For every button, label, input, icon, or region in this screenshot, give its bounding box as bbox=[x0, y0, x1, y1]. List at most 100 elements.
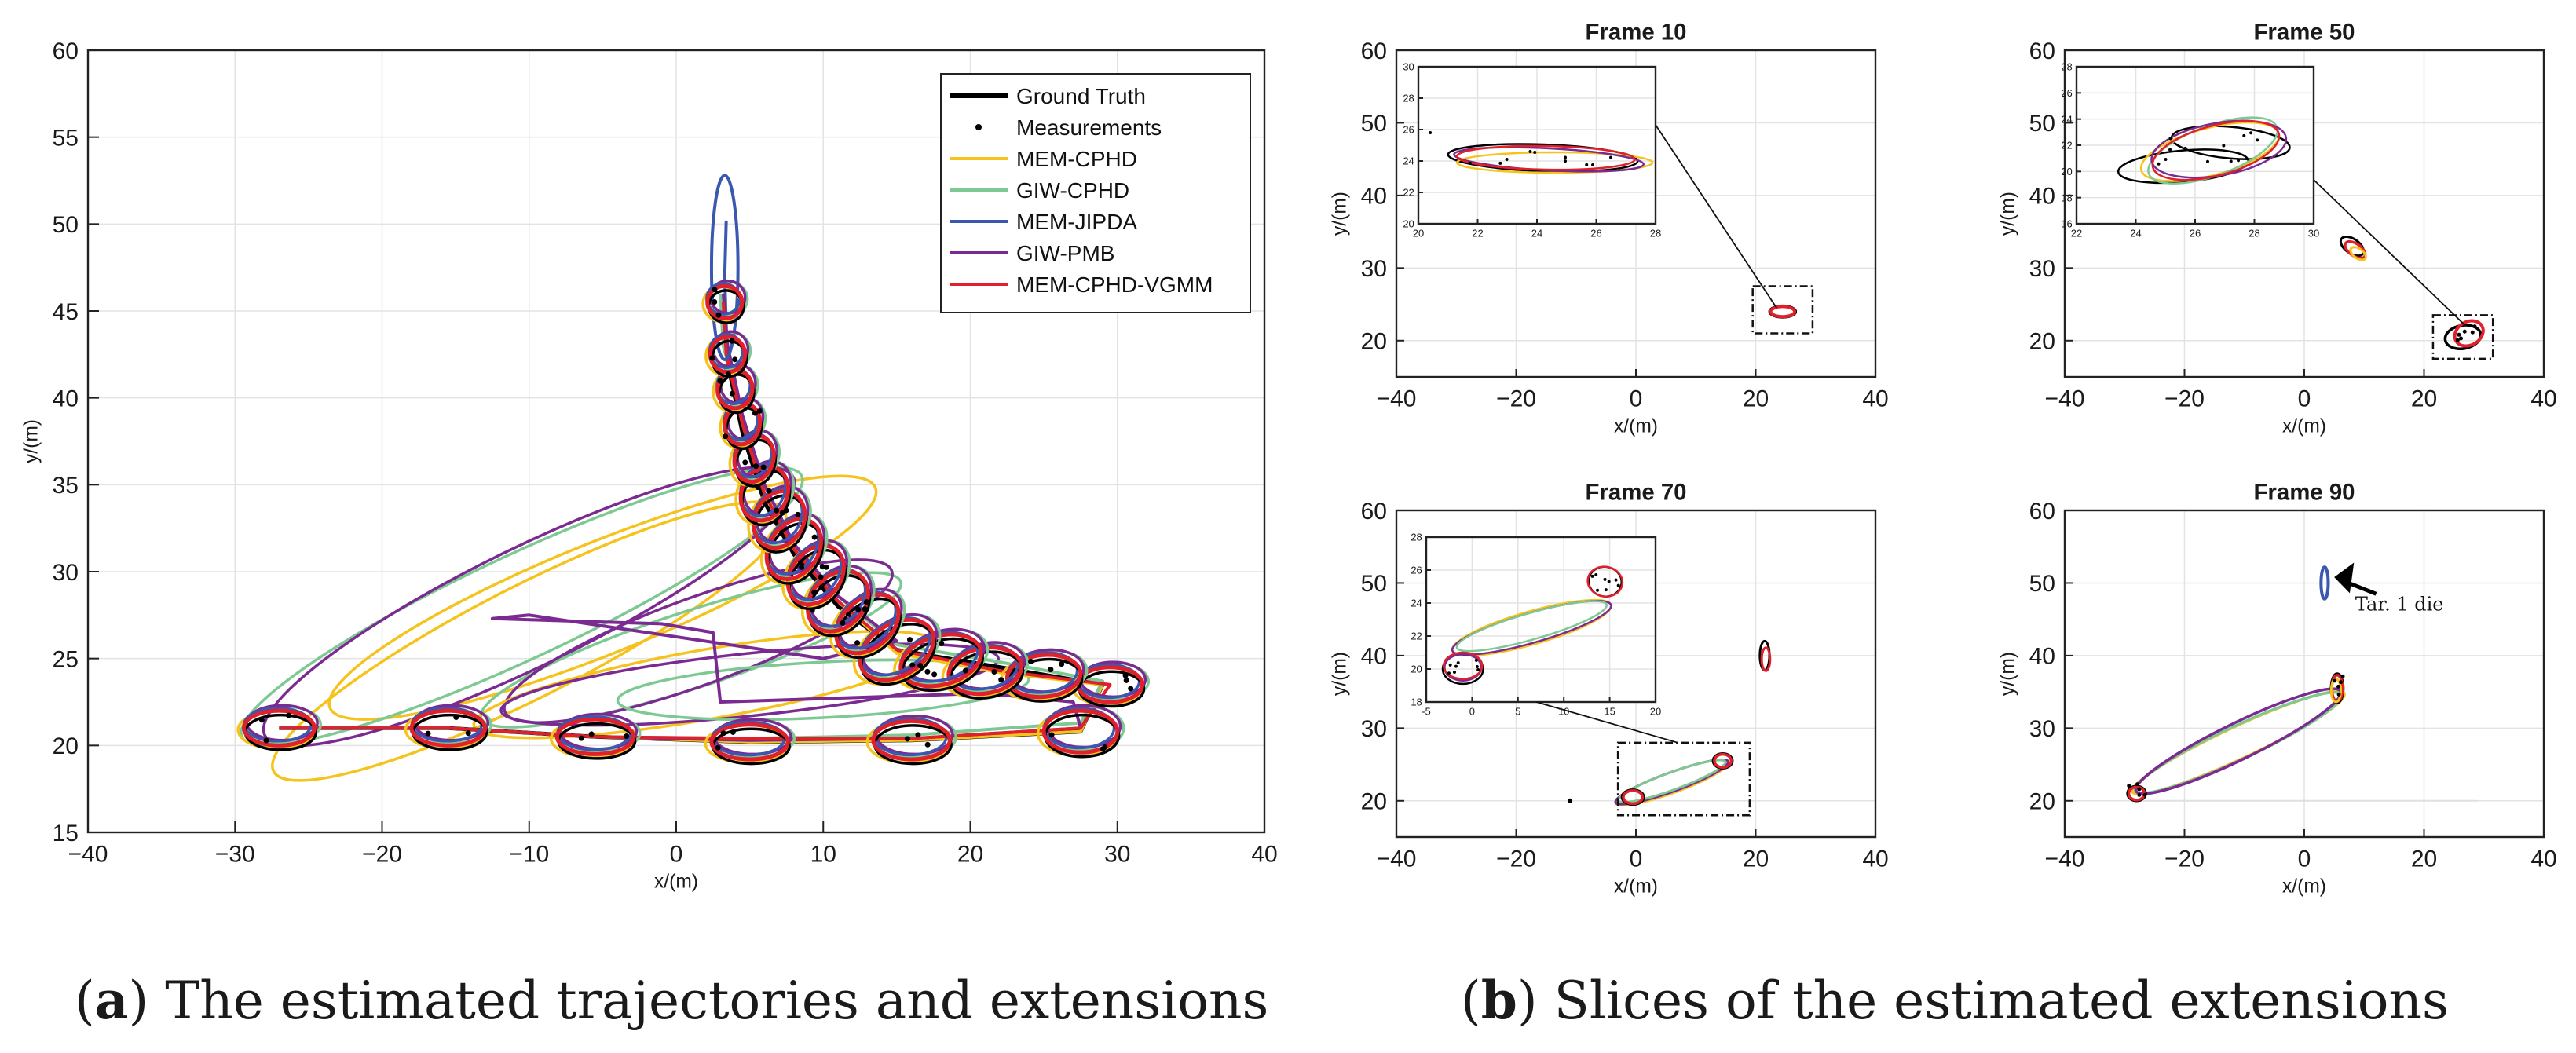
x-tick-label: 20 bbox=[1743, 386, 1769, 412]
mem-cphd-vgmm-extension bbox=[806, 569, 870, 634]
mem-cphd-vgmm-extension bbox=[705, 283, 745, 321]
y-tick-label: 60 bbox=[53, 38, 79, 64]
measurement-point bbox=[1448, 663, 1452, 667]
measurement-point bbox=[906, 637, 913, 643]
legend-entry-giw-cphd: GIW-CPHD bbox=[950, 178, 1129, 203]
x-tick-label: 22 bbox=[2071, 227, 2082, 239]
y-tick-label: 18 bbox=[1411, 697, 1422, 708]
x-tick-label: 0 bbox=[1630, 846, 1643, 872]
y-axis-label: y/(m) bbox=[1998, 192, 2019, 236]
y-tick-label: 40 bbox=[1361, 184, 1387, 210]
x-tick-label: 0 bbox=[2298, 386, 2311, 412]
x-tick-label: 40 bbox=[2530, 386, 2556, 412]
mem-cphd-vgmm-extension bbox=[1622, 789, 1645, 806]
mem-cphd-extension bbox=[2349, 246, 2367, 261]
mem-cphd-vgmm-extension bbox=[785, 543, 846, 607]
y-tick-label: 40 bbox=[53, 386, 79, 411]
measurement-point bbox=[1122, 672, 1129, 678]
measurement-point bbox=[1454, 664, 1458, 668]
y-tick-label: 28 bbox=[1403, 93, 1414, 104]
legend-label: GIW-CPHD bbox=[1016, 178, 1129, 203]
measurement-point bbox=[2229, 159, 2233, 163]
zoom-connector bbox=[1535, 701, 1678, 744]
frame-10-plot: −40 −20 0 20 40 20 30 40 50 60 x/(m) y/(m) Frame 10 2… bbox=[1330, 20, 1889, 437]
x-tick-label: −20 bbox=[1496, 386, 1536, 412]
x-tick-label: −20 bbox=[1496, 846, 1536, 872]
plot-title: Frame 90 bbox=[2253, 480, 2355, 506]
frame-90-plot: −40 −20 0 20 40 20 30 40 50 60 x/(m) y/(m) Frame 90 T… bbox=[1998, 480, 2557, 898]
measurement-point bbox=[1533, 151, 1537, 155]
measurement-point bbox=[588, 731, 595, 737]
mem-cphd-vgmm-extension bbox=[409, 708, 488, 748]
y-tick-label: 22 bbox=[2061, 140, 2072, 152]
x-tick-label: 20 bbox=[1650, 705, 1661, 717]
measurement-point bbox=[1607, 580, 1611, 583]
zoom-box bbox=[1616, 741, 1751, 817]
measurement-point bbox=[2333, 678, 2337, 683]
x-tick-label: −40 bbox=[2045, 846, 2085, 872]
measurement-point bbox=[715, 744, 721, 751]
zoom-box bbox=[1751, 285, 1814, 335]
y-tick-label: 50 bbox=[2029, 111, 2055, 137]
ground-truth-extension bbox=[767, 521, 825, 585]
mem-cphd-vgmm-extension bbox=[1586, 565, 1624, 598]
x-tick-label: 28 bbox=[1650, 227, 1661, 239]
measurement-point bbox=[2127, 784, 2131, 788]
measurement-point bbox=[862, 606, 868, 612]
x-tick-label: 40 bbox=[1862, 386, 1888, 412]
mem-cphd-vgmm-extension bbox=[241, 708, 317, 748]
x-tick-label: 40 bbox=[2530, 846, 2556, 872]
measurement-point bbox=[2222, 144, 2226, 148]
legend-label: GIW-PMB bbox=[1016, 241, 1114, 265]
measurement-point bbox=[2458, 336, 2463, 341]
mem-cphd-vgmm-extension bbox=[2151, 120, 2281, 181]
measurement-point bbox=[2249, 131, 2253, 135]
measurement-point bbox=[755, 484, 761, 491]
measurement-point bbox=[2457, 332, 2461, 337]
measurement-point bbox=[924, 668, 931, 675]
mem-cphd-vgmm-extension bbox=[871, 718, 952, 762]
axes-frame bbox=[2063, 49, 2545, 378]
measurement-point bbox=[1059, 661, 1065, 667]
annotation-label: Tar. 1 die bbox=[2355, 594, 2444, 616]
measurement-point bbox=[819, 564, 825, 570]
mem-jipda-extension bbox=[2319, 565, 2330, 601]
ground-truth-extension bbox=[741, 469, 792, 527]
y-tick-label: 60 bbox=[1361, 38, 1387, 64]
measurement-point bbox=[1447, 671, 1451, 675]
x-tick-label: −30 bbox=[215, 842, 255, 868]
measurement-point bbox=[783, 507, 789, 514]
mem-cphd-vgmm-extension bbox=[732, 433, 776, 484]
measurement-point bbox=[1123, 677, 1129, 683]
measurement-point bbox=[811, 590, 818, 596]
y-tick-label: 20 bbox=[2029, 789, 2055, 815]
y-tick-label: 30 bbox=[1361, 716, 1387, 742]
annotation-arrow-head bbox=[2334, 562, 2355, 594]
legend-entry-mem-jipda: MEM-JIPDA bbox=[950, 210, 1137, 234]
caption-a-letter: a bbox=[94, 970, 129, 1031]
y-axis-label: y/(m) bbox=[1330, 192, 1351, 236]
measurement-point bbox=[2338, 680, 2343, 685]
x-tick-label: 26 bbox=[2190, 227, 2201, 239]
frame-50-plot: −40 −20 0 20 40 20 30 40 50 60 x/(m) y/(m) Frame 50 2… bbox=[1998, 20, 2557, 437]
measurement-point bbox=[809, 607, 815, 613]
x-tick-label: 15 bbox=[1604, 705, 1615, 717]
mem-cphd-vgmm-extension bbox=[1713, 752, 1733, 770]
mem-cphd-vgmm-extension bbox=[1760, 646, 1772, 672]
y-tick-label: 18 bbox=[2061, 192, 2072, 203]
y-tick-label: 30 bbox=[1403, 61, 1414, 73]
legend-entry-mem-cphd-vgmm: MEM-CPHD-VGMM bbox=[950, 272, 1213, 297]
legend-entry-measurements: Measurements bbox=[975, 115, 1162, 140]
y-tick-label: 22 bbox=[1403, 187, 1414, 199]
measurement-point bbox=[712, 299, 718, 305]
x-tick-label: 0 bbox=[1630, 386, 1643, 412]
measurement-point bbox=[720, 730, 726, 737]
measurement-point bbox=[774, 507, 780, 514]
mem-cphd-extension bbox=[1455, 151, 1654, 174]
axes-frame bbox=[1425, 536, 1657, 704]
measurement-point bbox=[1609, 155, 1613, 159]
x-tick-label: −40 bbox=[2045, 386, 2085, 412]
y-tick-label: 50 bbox=[2029, 571, 2055, 597]
